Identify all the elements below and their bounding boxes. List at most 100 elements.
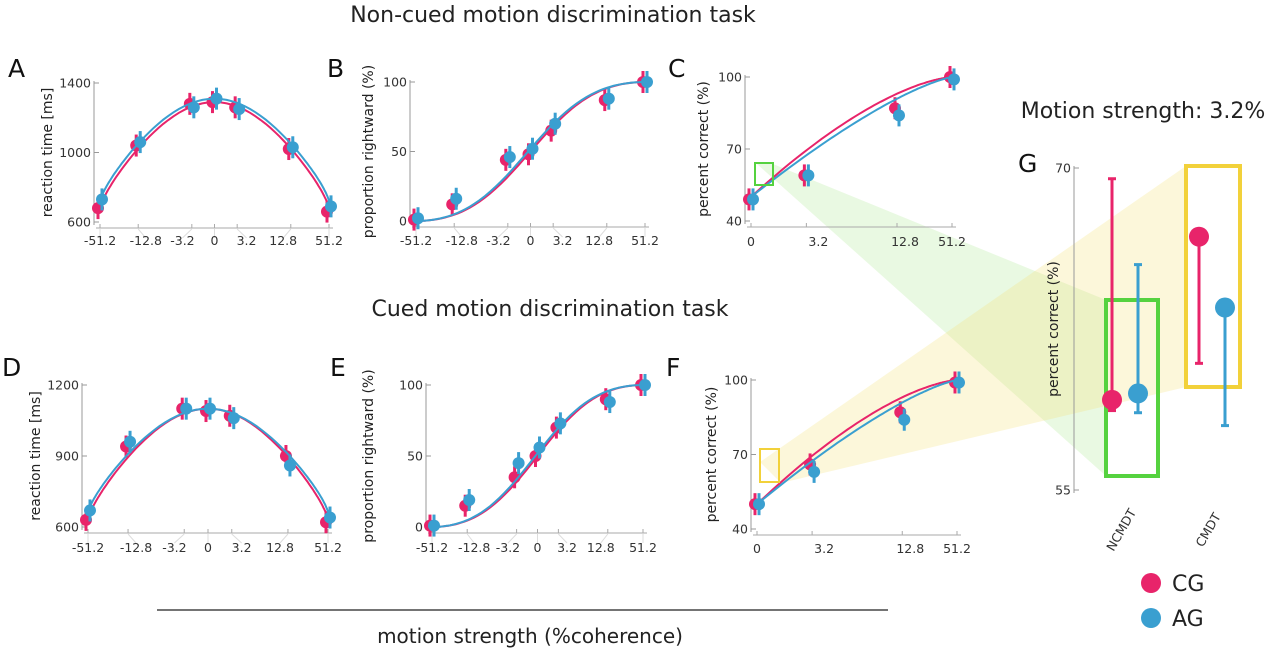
x-tick-leader-d — [174, 533, 185, 544]
x-tick-label-c: 51.2 — [938, 234, 966, 249]
middle-task-title: Cued motion discrimination task — [371, 297, 728, 322]
panel-letter-b: B — [327, 54, 344, 83]
x-tick-leader-a — [182, 228, 193, 239]
data-point-a-ag — [233, 103, 246, 116]
y-tick-label-a: 1000 — [59, 145, 91, 160]
x-tick-label-e: 0 — [534, 540, 542, 555]
data-point-e-ag — [428, 519, 440, 532]
x-tick-label-b: 3.2 — [553, 233, 573, 248]
data-point-d-ag — [124, 435, 137, 448]
panel-letter-c: C — [668, 54, 685, 83]
data-point-d-ag — [180, 402, 193, 415]
x-tick-leader-e — [507, 533, 517, 544]
x-tick-leader-a — [236, 228, 247, 239]
data-point-b-ag — [503, 151, 516, 164]
y-tick-label-f: 70 — [732, 447, 748, 462]
data-point-a-ag — [187, 101, 200, 114]
x-tick-label-d: -12.8 — [120, 540, 152, 555]
data-point-d-ag — [84, 504, 96, 517]
data-point-b-ag — [412, 212, 424, 225]
panel-letter-f: F — [666, 353, 680, 382]
data-point-g-cg — [1189, 226, 1209, 247]
data-point-b-ag — [602, 92, 615, 105]
data-point-f-ag — [753, 498, 765, 511]
x-category-label-g: NCMDT — [1103, 506, 1139, 554]
x-tick-leader-d — [231, 533, 242, 544]
y-axis-label-b: proportion rightward (%) — [361, 65, 377, 238]
x-tick-label-d: 3.2 — [232, 540, 252, 555]
x-tick-label-b: -12.8 — [446, 233, 478, 248]
x-tick-label-b: 0 — [527, 233, 535, 248]
data-point-a-ag — [286, 141, 299, 154]
panel-letter-a: A — [8, 54, 25, 83]
x-tick-label-d: -51.2 — [72, 540, 104, 555]
x-tick-label-a: 0 — [211, 233, 219, 248]
yellow-projection — [760, 166, 1186, 483]
y-tick-label-c: 100 — [718, 70, 742, 85]
y-tick-label-b: 0 — [399, 214, 407, 229]
x-tick-label-f: 12.8 — [896, 541, 924, 556]
x-tick-label-e: 12.8 — [587, 540, 615, 555]
data-point-g-ag — [1215, 297, 1235, 318]
y-axis-label-a: reaction time [ms] — [40, 88, 56, 218]
x-tick-label-f: 3.2 — [814, 541, 834, 556]
y-tick-label-g: 70 — [1055, 161, 1071, 176]
data-point-c-ag — [948, 73, 960, 86]
data-point-d-ag — [283, 459, 296, 472]
x-tick-label-d: 12.8 — [266, 540, 294, 555]
y-tick-label-b: 50 — [391, 144, 407, 159]
x-tick-label-c: 3.2 — [808, 234, 828, 249]
legend-ag-marker — [1141, 608, 1161, 628]
data-point-a-ag — [210, 92, 223, 105]
data-point-e-cg — [508, 471, 521, 484]
y-tick-label-d: 900 — [55, 449, 79, 464]
highlight-box-ncmdt — [1104, 298, 1160, 478]
panel-letter-e: E — [330, 353, 346, 382]
data-point-e-ag — [639, 379, 651, 391]
x-tick-leader-a — [137, 228, 147, 239]
y-tick-label-e: 0 — [415, 520, 423, 535]
highlight-box-c — [754, 162, 774, 186]
data-point-b-ag — [450, 192, 463, 205]
y-tick-label-e: 50 — [407, 449, 423, 464]
y-tick-label-f: 100 — [724, 373, 748, 388]
highlight-box-cmdt — [1184, 164, 1242, 389]
data-point-e-ag — [512, 457, 525, 470]
data-point-b-ag — [641, 76, 653, 88]
top-task-title: Non-cued motion discrimination task — [350, 3, 756, 28]
legend-cg-label: CG — [1172, 572, 1204, 597]
x-tick-leader-e — [466, 533, 475, 544]
x-category-label-g: CMDT — [1192, 510, 1224, 550]
data-point-g-ag — [1128, 383, 1148, 404]
panel-letter-g: G — [1018, 149, 1037, 178]
x-tick-leader-b — [598, 227, 608, 238]
x-tick-label-e: 3.2 — [557, 540, 577, 555]
panel-letter-d: D — [2, 353, 21, 382]
bottom-xlabel: motion strength (%coherence) — [377, 624, 683, 648]
data-point-e-ag — [533, 441, 546, 454]
x-tick-label-b: -51.2 — [400, 233, 432, 248]
x-tick-label-b: 51.2 — [631, 233, 659, 248]
x-tick-leader-d — [127, 533, 137, 544]
x-tick-leader-d — [279, 533, 289, 544]
data-point-g-cg — [1102, 389, 1122, 410]
x-tick-label-c: 12.8 — [891, 234, 919, 249]
x-tick-label-e: -51.2 — [416, 540, 448, 555]
x-tick-label-f: 51.2 — [943, 541, 971, 556]
data-point-e-ag — [603, 396, 616, 409]
motion-strength-title: Motion strength: 3.2% — [1021, 99, 1266, 124]
data-point-f-ag — [953, 376, 965, 389]
data-point-c-ag — [892, 109, 905, 122]
x-tick-leader-e — [600, 533, 609, 544]
x-tick-label-d: 51.2 — [314, 540, 342, 555]
y-axis-label-d: reaction time [ms] — [28, 391, 44, 521]
x-tick-label-a: 51.2 — [315, 233, 343, 248]
y-axis-label-f: percent correct (%) — [704, 387, 720, 523]
data-point-e-ag — [463, 494, 476, 507]
highlight-box-f — [759, 448, 780, 483]
data-point-d-ag — [324, 511, 336, 524]
data-point-e-ag — [554, 417, 567, 430]
data-point-b-ag — [549, 117, 562, 130]
x-tick-leader-e — [558, 533, 568, 544]
